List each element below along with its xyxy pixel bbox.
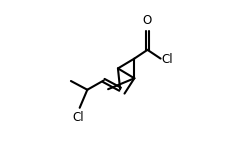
Text: Cl: Cl — [161, 53, 173, 66]
Text: O: O — [142, 14, 151, 27]
Text: Cl: Cl — [72, 110, 84, 124]
